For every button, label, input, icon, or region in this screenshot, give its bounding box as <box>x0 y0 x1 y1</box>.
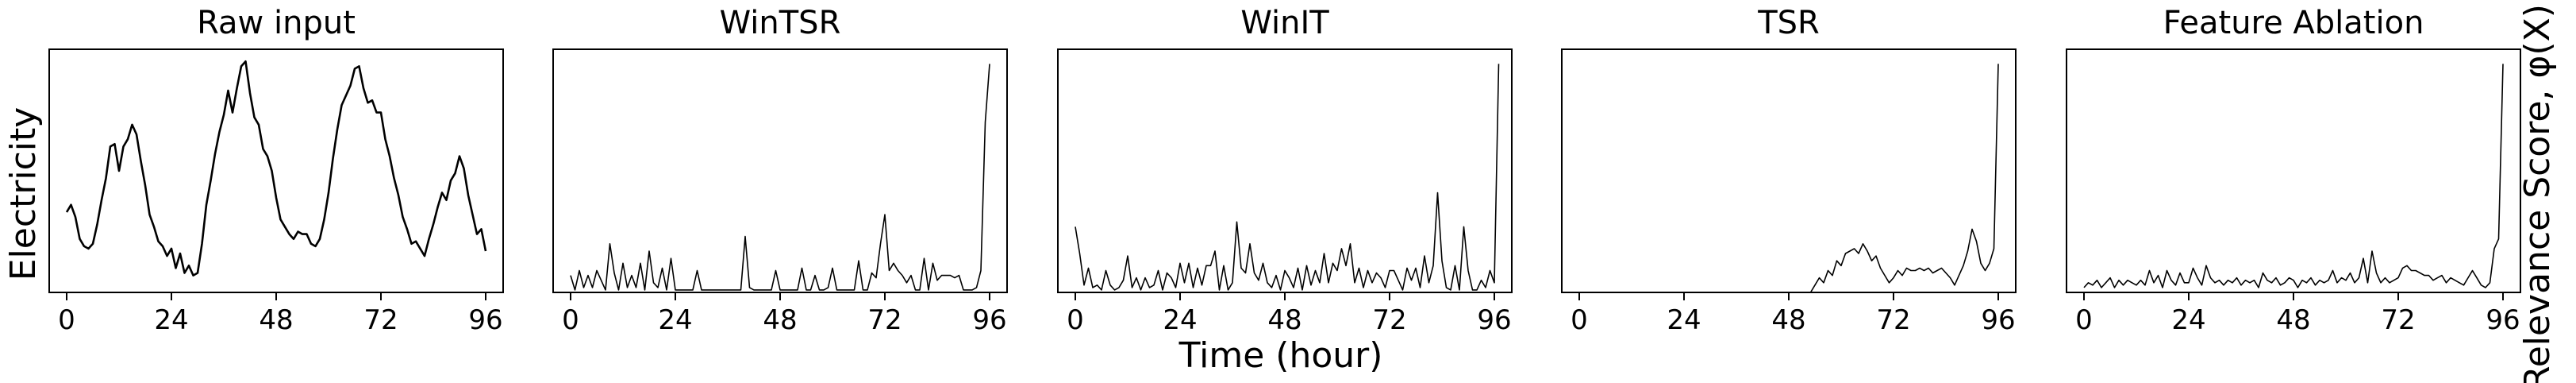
x-tick-label: 72 <box>1876 304 1910 336</box>
x-tick-label: 48 <box>1267 304 1301 336</box>
series-line <box>2083 64 2504 288</box>
series-line <box>65 60 487 277</box>
plot-frame <box>1057 48 1513 293</box>
x-tick-label: 0 <box>1571 304 1588 336</box>
x-axis-label: Time (hour) <box>1178 335 1383 376</box>
panel-title: TSR <box>1757 5 1820 41</box>
x-tick-label: 24 <box>2171 304 2205 336</box>
x-tick-label: 48 <box>2276 304 2310 336</box>
x-tick-label: 72 <box>363 304 398 336</box>
x-tick-label: 0 <box>58 304 75 336</box>
x-tick-label: 24 <box>1163 304 1197 336</box>
left-y-axis-label: Electricity <box>3 107 44 281</box>
x-tick-label: 0 <box>562 304 579 336</box>
x-tick-label: 48 <box>259 304 293 336</box>
x-tick-label: 0 <box>1067 304 1084 336</box>
plot-frame <box>2066 48 2521 293</box>
panel-5: Feature Ablation 0 24 48 72 96 <box>2066 5 2521 336</box>
plot-frame <box>1561 48 2017 293</box>
x-tick-label: 24 <box>154 304 188 336</box>
x-tick-label: 96 <box>972 304 1006 336</box>
x-tick-label: 96 <box>468 304 502 336</box>
x-tick-label: 48 <box>763 304 797 336</box>
panel-title: WinTSR <box>720 5 841 41</box>
series-line <box>1075 64 1500 291</box>
panel-title: Feature Ablation <box>2163 5 2424 41</box>
series-line <box>570 64 990 291</box>
plot-frame <box>552 48 1008 293</box>
right-y-axis-label: Relevance Score, φ(X) <box>2517 4 2558 383</box>
x-tick-label: 24 <box>1667 304 1701 336</box>
panels: Raw input 0 24 48 72 96 WinTSR 0 24 48 72 96 WinIT 0 2… <box>48 5 2521 336</box>
x-tick-label: 96 <box>1981 304 2015 336</box>
panel-title: Raw input <box>197 5 356 41</box>
panel-3: WinIT 0 24 48 72 96 <box>1057 5 1513 336</box>
x-tick-label: 96 <box>1477 304 1511 336</box>
panel-2: WinTSR 0 24 48 72 96 <box>552 5 1008 336</box>
panel-4: TSR 0 24 48 72 96 <box>1561 5 2017 336</box>
x-tick-label: 48 <box>1771 304 1805 336</box>
x-tick-label: 72 <box>1372 304 1406 336</box>
x-tick-label: 72 <box>2381 304 2415 336</box>
x-tick-label: 96 <box>2486 304 2520 336</box>
x-tick-label: 24 <box>658 304 692 336</box>
series-line <box>1579 64 1999 293</box>
x-tick-label: 72 <box>867 304 902 336</box>
panel-title: WinIT <box>1240 5 1329 41</box>
panel-1: Raw input 0 24 48 72 96 <box>48 5 504 336</box>
plot-frame <box>48 48 504 293</box>
x-tick-label: 0 <box>2075 304 2093 336</box>
